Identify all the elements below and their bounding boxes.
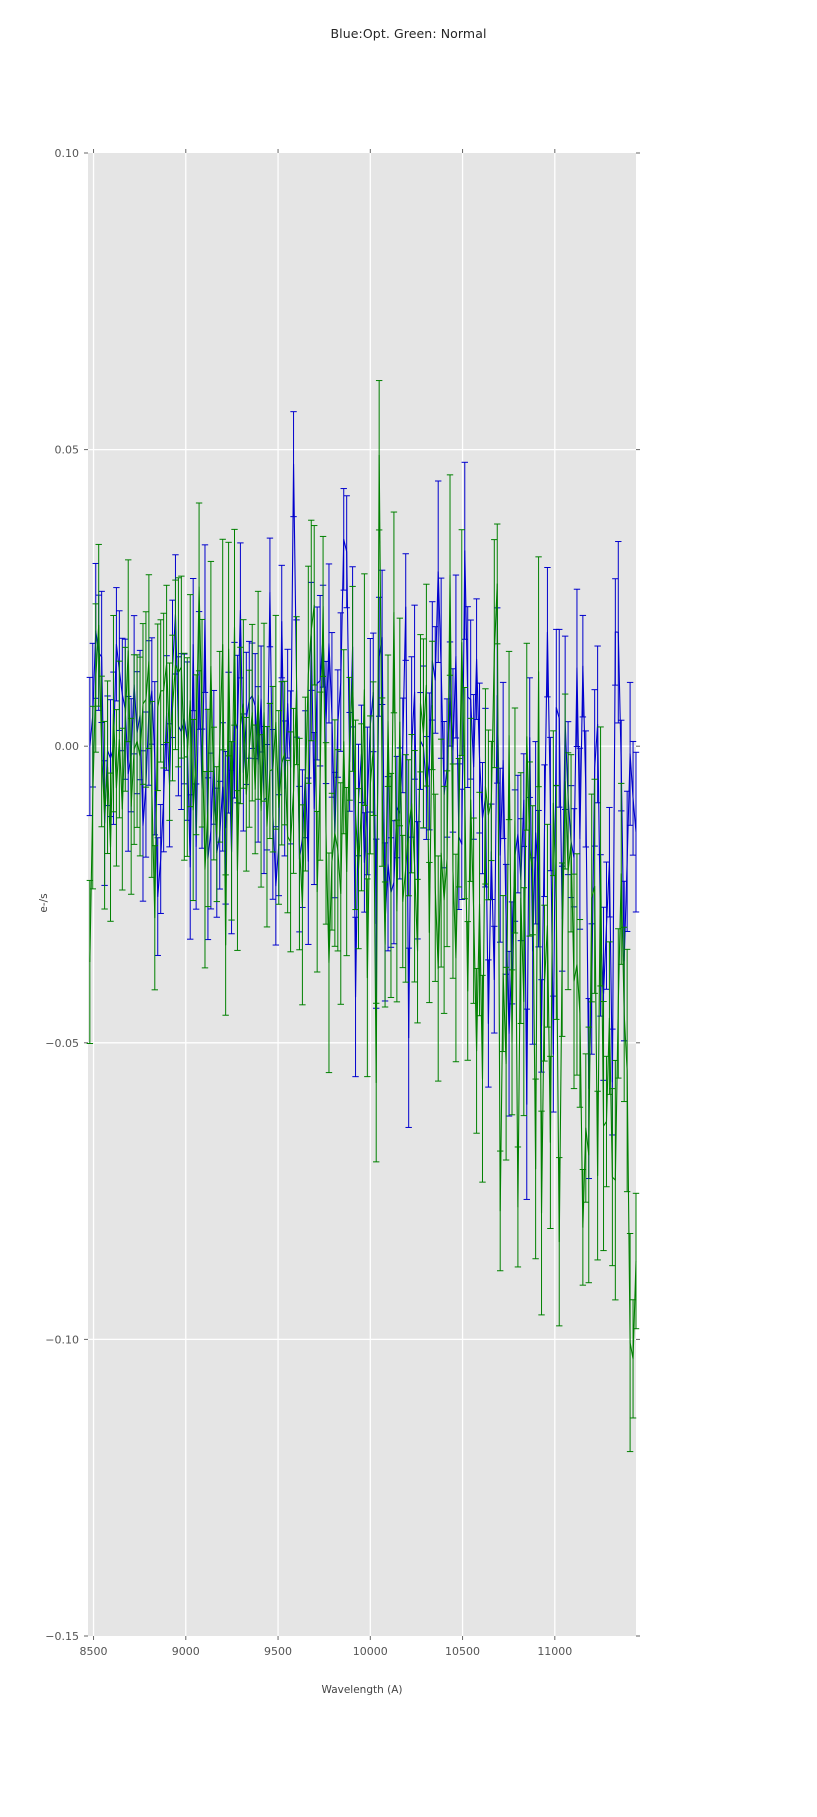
tick-labels-layer: 8500 9000 9500 10000 10500 11000 −0.15 −0.10 −0.… xyxy=(45,147,572,1658)
y-axis-label: e-/s xyxy=(38,893,50,912)
y-tick-label: −0.05 xyxy=(45,1037,79,1050)
y-tick-label: 0.00 xyxy=(55,740,80,753)
data-series-normal xyxy=(86,380,640,1453)
y-tick-label: 0.10 xyxy=(55,147,80,160)
grid-lines xyxy=(88,153,636,1636)
x-tick-label: 8500 xyxy=(80,1645,108,1658)
y-tick-label: −0.15 xyxy=(45,1630,79,1643)
x-tick-label: 9000 xyxy=(172,1645,200,1658)
axes-background xyxy=(88,153,636,1636)
y-tick-label: −0.10 xyxy=(45,1333,79,1346)
x-axis-label: Wavelength (A) xyxy=(321,1684,402,1696)
x-tick-label: 10500 xyxy=(445,1645,480,1658)
y-tick-label: 0.05 xyxy=(55,444,80,457)
x-tick-label: 9500 xyxy=(264,1645,292,1658)
series-line xyxy=(89,454,637,1360)
x-tick-label: 10000 xyxy=(353,1645,388,1658)
page-title: Blue:Opt. Green: Normal xyxy=(330,26,487,41)
data-series-layer xyxy=(86,380,640,1453)
tick-marks xyxy=(84,149,640,1640)
x-tick-label: 11000 xyxy=(537,1645,572,1658)
